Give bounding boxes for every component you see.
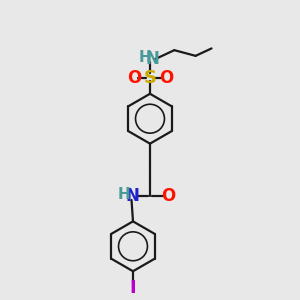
Text: O: O	[161, 188, 176, 206]
Text: O: O	[127, 69, 141, 87]
Text: H: H	[138, 50, 151, 65]
Text: H: H	[118, 187, 130, 202]
Text: S: S	[143, 69, 157, 87]
Text: N: N	[146, 50, 160, 68]
Text: I: I	[130, 279, 136, 297]
Text: O: O	[159, 69, 173, 87]
Text: N: N	[125, 188, 139, 206]
